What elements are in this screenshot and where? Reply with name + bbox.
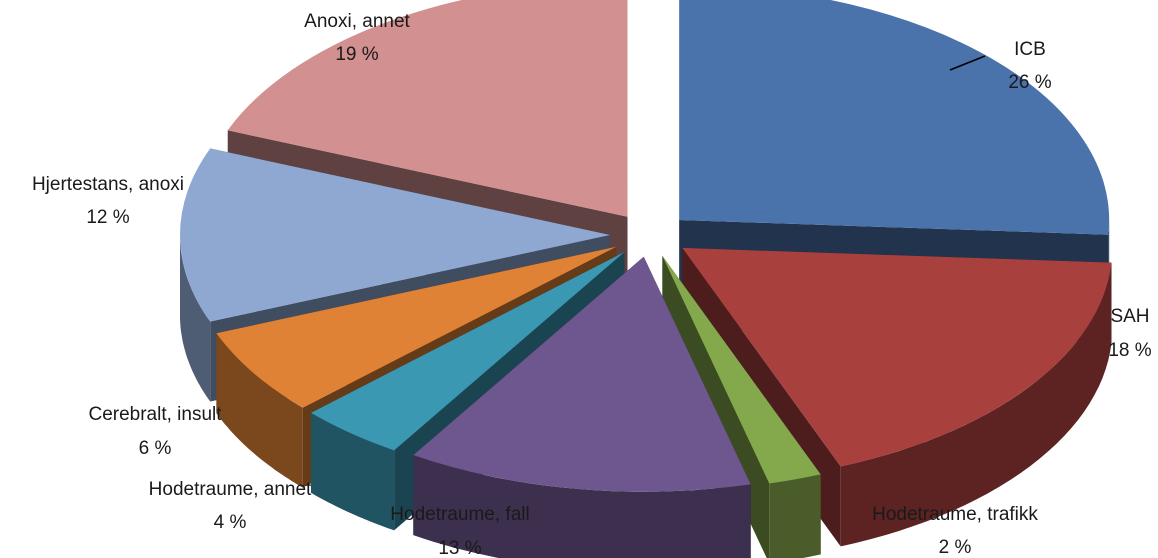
slice-top (216, 246, 617, 408)
slice-percent-label-3: 13 % (438, 538, 481, 558)
slice-top (227, 0, 628, 217)
slice-name-label-6: Hjertestans, anoxi (32, 174, 184, 195)
slice-percent-label-0: 26 % (1008, 72, 1051, 93)
leader-line-0 (949, 55, 986, 71)
slice-name-label-3: Hodetraume, fall (390, 504, 529, 525)
slice-percent-label-1: 18 % (1108, 340, 1151, 361)
pie-labels: ICB 26 % SAH 18 % Hodetraume, trafikk 2 % Hode… (32, 11, 1152, 558)
slice-name-label-0: ICB (1014, 39, 1046, 60)
slice-top (311, 251, 625, 451)
slice-wall (413, 455, 751, 558)
slice-percent-label-7: 19 % (335, 44, 378, 65)
slice-3 (413, 256, 751, 558)
slice-top (413, 256, 751, 492)
slice-percent-label-5: 6 % (139, 438, 172, 459)
slice-name-label-4: Hodetraume, annet (149, 479, 312, 500)
slice-name-label-2: Hodetraume, trafikk (872, 504, 1038, 525)
slice-top (682, 247, 1112, 467)
slice-wall (180, 235, 211, 402)
slice-top (662, 255, 821, 484)
slice-name-label-7: Anoxi, annet (304, 11, 410, 32)
slice-top (679, 0, 1110, 235)
slice-wall (311, 412, 395, 531)
slice-name-label-5: Cerebralt, insult (88, 404, 222, 425)
slice-wall (769, 474, 821, 558)
slice-wall (840, 262, 1112, 547)
slice-percent-label-6: 12 % (86, 207, 129, 228)
slice-name-label-1: SAH (1110, 306, 1149, 327)
slice-top (179, 148, 610, 322)
slice-percent-label-4: 4 % (214, 512, 247, 533)
slice-wall (216, 333, 303, 488)
pie-slices (179, 0, 1112, 558)
slice-percent-label-2: 2 % (939, 537, 972, 558)
